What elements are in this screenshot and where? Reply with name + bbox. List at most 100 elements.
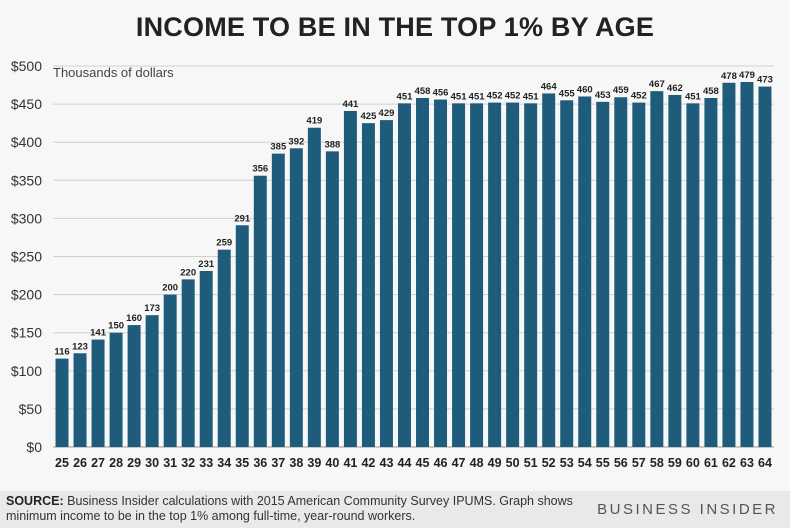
data-label: 425	[361, 111, 378, 122]
bar-chart: $0 $50 $100 $150 $200 $250 $300 $350 $400 $450 $50…	[11, 58, 774, 470]
bars	[55, 82, 772, 448]
data-label: 220	[180, 267, 196, 278]
data-label: 451	[469, 91, 486, 102]
x-tick-label: 41	[343, 456, 357, 470]
x-tick-label: 64	[758, 456, 772, 470]
data-label: 141	[90, 328, 107, 339]
bar	[199, 270, 213, 447]
y-tick-label: $150	[11, 325, 42, 341]
bar	[470, 103, 484, 447]
data-label: 464	[541, 81, 558, 92]
x-tick-label: 33	[199, 456, 213, 470]
x-tick-label: 50	[506, 456, 520, 470]
x-tick-label: 38	[289, 456, 303, 470]
x-tick-label: 48	[470, 456, 484, 470]
data-label: 160	[126, 313, 142, 324]
y-tick-label: $0	[26, 439, 42, 455]
bar	[307, 127, 321, 448]
x-tick-label: 29	[127, 456, 141, 470]
x-tick-label: 58	[650, 456, 664, 470]
x-tick-label: 43	[380, 456, 394, 470]
y-tick-label: $100	[11, 363, 42, 379]
data-label: 441	[342, 99, 359, 110]
bar	[686, 103, 700, 447]
data-label: 451	[451, 91, 468, 102]
x-tick-label: 26	[73, 456, 87, 470]
x-tick-label: 57	[632, 456, 646, 470]
x-tick-label: 44	[398, 456, 412, 470]
bar	[379, 120, 393, 448]
bar	[253, 175, 267, 447]
x-tick-label: 40	[325, 456, 339, 470]
bar	[325, 151, 339, 447]
data-label: 451	[397, 91, 414, 102]
x-tick-label: 46	[434, 456, 448, 470]
data-label: 460	[577, 84, 593, 95]
x-tick-label: 54	[578, 456, 592, 470]
data-label: 478	[721, 71, 737, 82]
x-tick-label: 60	[686, 456, 700, 470]
bar	[235, 225, 249, 447]
bar	[181, 279, 195, 447]
bar	[596, 101, 610, 448]
x-tick-label: 63	[740, 456, 754, 470]
bar	[343, 110, 357, 447]
bar	[524, 103, 538, 447]
x-tick-label: 61	[704, 456, 718, 470]
data-label: 462	[667, 83, 683, 94]
data-label: 452	[505, 91, 521, 102]
data-label: 459	[613, 85, 629, 96]
x-tick-label: 59	[668, 456, 682, 470]
y-tick-label: $350	[11, 172, 42, 188]
x-tick-label: 36	[253, 456, 267, 470]
bar	[578, 96, 592, 447]
data-label: 150	[108, 321, 124, 332]
y-tick-label: $400	[11, 134, 42, 150]
data-label: 388	[324, 139, 340, 150]
data-label: 451	[685, 91, 702, 102]
data-label: 473	[757, 75, 773, 86]
data-label: 419	[306, 116, 322, 127]
bar	[127, 325, 141, 447]
x-tick-label: 35	[235, 456, 249, 470]
bar	[632, 102, 646, 448]
bar	[434, 99, 448, 447]
bar	[73, 353, 87, 447]
bar	[397, 103, 411, 447]
x-axis-ticks: 25 26 27 28 29 30 31 32 33 34 35 36 37 38 39 40 41 42 43 44…	[55, 456, 772, 470]
data-label: 385	[270, 142, 287, 153]
chart-title: INCOME TO BE IN THE TOP 1% BY AGE	[135, 12, 655, 42]
bar	[506, 102, 520, 448]
y-tick-label: $50	[19, 401, 43, 417]
data-label: 453	[595, 90, 611, 101]
bar	[55, 358, 69, 447]
x-tick-label: 49	[488, 456, 502, 470]
data-label: 116	[54, 347, 69, 358]
source-label: SOURCE:	[6, 494, 64, 508]
y-tick-label: $450	[11, 96, 42, 112]
source-text: Business Insider calculations with 2015 …	[6, 494, 573, 523]
x-tick-label: 39	[307, 456, 321, 470]
x-tick-label: 37	[271, 456, 285, 470]
x-tick-label: 34	[217, 456, 231, 470]
bar	[542, 93, 556, 447]
y-tick-label: $250	[11, 249, 42, 265]
bar	[758, 86, 772, 447]
bar	[91, 339, 105, 447]
footer: SOURCE: Business Insider calculations wi…	[0, 491, 790, 528]
bar	[722, 82, 736, 447]
bar	[289, 148, 303, 447]
data-label: 392	[288, 136, 304, 147]
y-tick-label: $300	[11, 210, 42, 226]
y-axis-ticks: $0 $50 $100 $150 $200 $250 $300 $350 $400 $450 $50…	[11, 58, 42, 455]
x-tick-label: 47	[452, 456, 466, 470]
gridlines	[53, 65, 774, 448]
bar	[217, 249, 231, 447]
bar	[704, 98, 718, 447]
x-tick-label: 45	[416, 456, 430, 470]
data-label: 455	[559, 88, 576, 99]
bar	[650, 91, 664, 447]
data-label: 456	[433, 88, 449, 99]
source-note: SOURCE: Business Insider calculations wi…	[6, 494, 596, 524]
x-tick-label: 56	[614, 456, 628, 470]
